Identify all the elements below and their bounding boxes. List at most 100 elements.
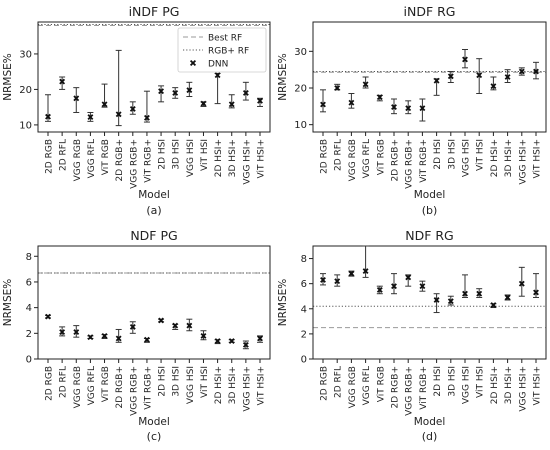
x-tick-label: VGG HSI bbox=[186, 139, 196, 177]
marker-stroke bbox=[115, 335, 122, 342]
data-point-marker bbox=[143, 336, 150, 343]
marker-stroke bbox=[143, 114, 150, 121]
x-axis-label: Model bbox=[414, 416, 446, 428]
data-point-marker bbox=[433, 297, 440, 303]
x-tick-label: VGG HSI+ bbox=[242, 366, 252, 412]
y-axis-label: NRMSE% bbox=[2, 53, 14, 101]
marker-stroke bbox=[533, 289, 539, 296]
x-tick-label: 2D RGB bbox=[45, 366, 55, 401]
marker-stroke bbox=[518, 68, 525, 75]
data-point-marker bbox=[362, 268, 369, 275]
chart-title: iNDF PG bbox=[129, 4, 180, 19]
chart-title: NDF RG bbox=[405, 228, 454, 243]
x-tick-label: ViT HSI+ bbox=[257, 366, 267, 406]
x-tick-label: ViT HSI bbox=[200, 139, 210, 171]
marker-stroke bbox=[200, 100, 207, 107]
legend-label: RGB+ RF bbox=[208, 47, 249, 57]
x-tick-label: ViT RGB bbox=[376, 366, 386, 402]
data-point-marker bbox=[433, 77, 440, 84]
x-tick-label: ViT RGB bbox=[376, 139, 386, 175]
x-tick-label: 2D HSI+ bbox=[214, 139, 224, 177]
x-tick-label: VGG HSI bbox=[186, 366, 196, 404]
x-tick-label: VGG RGB bbox=[348, 139, 358, 181]
y-tick-label: 2 bbox=[26, 329, 32, 340]
data-point-marker bbox=[476, 72, 483, 79]
plot-frame bbox=[37, 245, 271, 360]
data-point-marker bbox=[87, 114, 94, 121]
legend-label: DNN bbox=[208, 60, 228, 70]
x-tick-label: 2D RGB+ bbox=[391, 366, 401, 408]
x-tick-label: VGG RFL bbox=[362, 139, 372, 178]
data-point-marker bbox=[228, 338, 235, 344]
marker-stroke bbox=[87, 114, 94, 121]
marker-stroke bbox=[158, 317, 165, 324]
marker-stroke bbox=[433, 297, 440, 303]
marker-stroke bbox=[405, 274, 412, 281]
marker-stroke bbox=[242, 341, 249, 348]
data-point-marker bbox=[490, 83, 497, 90]
marker-stroke bbox=[242, 90, 249, 96]
x-tick-label: 3D HSI+ bbox=[504, 366, 514, 404]
data-point-marker bbox=[462, 56, 468, 63]
x-tick-label: ViT HSI+ bbox=[533, 366, 543, 406]
marker-stroke bbox=[476, 290, 483, 297]
marker-stroke bbox=[504, 74, 511, 80]
data-point-marker bbox=[490, 302, 497, 308]
data-point-marker bbox=[348, 270, 355, 277]
x-tick-label: 2D RFL bbox=[334, 139, 344, 171]
marker-stroke bbox=[391, 104, 397, 111]
data-point-marker bbox=[320, 276, 326, 283]
data-point-marker bbox=[391, 283, 397, 290]
marker-stroke bbox=[73, 329, 80, 335]
x-tick-label: 2D RFL bbox=[334, 366, 344, 398]
x-tick-label: 2D HSI bbox=[433, 366, 443, 397]
x-axis-label: Model bbox=[414, 189, 446, 201]
data-point-marker bbox=[447, 298, 454, 305]
marker-stroke bbox=[419, 105, 426, 112]
x-tick-label: VGG HSI bbox=[462, 366, 472, 404]
marker-stroke bbox=[362, 81, 369, 88]
data-point-marker bbox=[462, 290, 468, 297]
panel-label: (c) bbox=[147, 430, 162, 443]
marker-stroke bbox=[348, 270, 355, 277]
x-tick-label: VGG HSI+ bbox=[518, 366, 528, 412]
legend: Best RF RGB+ RF DNN bbox=[177, 27, 267, 73]
marker-stroke bbox=[334, 278, 341, 285]
data-point-marker bbox=[45, 113, 51, 120]
data-point-marker bbox=[447, 73, 454, 80]
data-point-marker bbox=[73, 95, 80, 102]
panel-label: (d) bbox=[422, 430, 438, 443]
data-point-marker bbox=[419, 105, 426, 112]
data-point-marker bbox=[143, 114, 150, 121]
data-point-marker bbox=[320, 101, 326, 108]
x-tick-label: VGG RFL bbox=[87, 366, 97, 405]
x-tick-label: VGG RGB bbox=[348, 366, 358, 408]
marker-stroke bbox=[320, 276, 326, 283]
data-point-marker bbox=[59, 78, 66, 85]
marker-stroke bbox=[419, 283, 426, 290]
x-tick-label: 2D RGB bbox=[320, 366, 330, 401]
y-tick-label: 4 bbox=[26, 303, 32, 314]
data-point-marker bbox=[101, 332, 108, 339]
x-tick-label: VGG HSI+ bbox=[242, 139, 252, 185]
marker-stroke bbox=[433, 77, 440, 84]
marker-stroke bbox=[200, 332, 207, 339]
marker-stroke bbox=[490, 302, 497, 308]
x-tick-label: 3D HSI bbox=[172, 366, 182, 397]
x-tick-label: 2D HSI+ bbox=[214, 366, 224, 404]
marker-stroke bbox=[186, 322, 193, 329]
x-tick-label: 2D RGB+ bbox=[115, 139, 125, 181]
marker-stroke bbox=[172, 322, 179, 329]
chart-panel-1: iNDF RG 10 20 30 NRMSE% 2D RGB 2D RFL VGG RGB VG… bbox=[277, 4, 547, 217]
y-tick-label: 6 bbox=[26, 277, 32, 288]
marker-stroke bbox=[257, 335, 263, 342]
marker-stroke bbox=[257, 97, 263, 104]
marker-stroke bbox=[158, 88, 165, 95]
chart-title: iNDF RG bbox=[404, 4, 456, 19]
data-point-marker bbox=[405, 274, 412, 281]
x-tick-label: 2D RGB+ bbox=[115, 366, 125, 408]
data-point-marker bbox=[115, 335, 122, 342]
data-point-marker bbox=[214, 72, 221, 79]
x-tick-label: 2D RGB bbox=[45, 139, 55, 174]
data-point-marker bbox=[476, 290, 483, 297]
